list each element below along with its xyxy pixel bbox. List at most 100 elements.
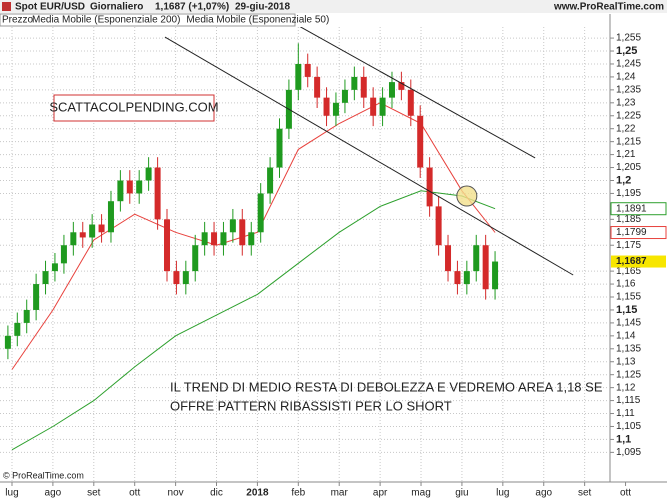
y-tick-label: 1,145 (616, 318, 641, 329)
candle-body (4, 335, 11, 349)
candle-body (388, 82, 395, 98)
candle-body (89, 224, 96, 238)
candle-body (145, 167, 152, 181)
x-tick-label: lug (5, 488, 18, 499)
x-tick-label: mag (411, 488, 430, 499)
period: Giornaliero (90, 2, 143, 13)
x-tick-label: lug (496, 488, 509, 499)
candle-body (492, 261, 499, 290)
watermark: SCATTACOLPENDING.COM (49, 99, 218, 114)
candle-body (398, 82, 405, 90)
candle-body (70, 232, 77, 246)
y-tick-label: 1,14 (616, 330, 636, 341)
last-value-label: 1,1799 (616, 227, 647, 238)
y-tick-label: 1,225 (616, 110, 641, 121)
candle-body (164, 219, 171, 272)
candle-body (192, 245, 199, 272)
candle-body (201, 232, 208, 246)
y-tick-label: 1,235 (616, 85, 641, 96)
candle-body (417, 115, 424, 168)
x-tick-label: dic (210, 488, 223, 499)
candle-body (79, 232, 86, 238)
candle-body (341, 89, 348, 103)
y-tick-label: 1,165 (616, 266, 641, 277)
candle-body (60, 245, 67, 264)
candle-body (482, 245, 489, 290)
y-tick-label: 1,105 (616, 421, 641, 432)
trendline (299, 27, 536, 159)
last-price-box (611, 255, 666, 268)
legend-entry: Media Mobile (Esponenziale 200) (32, 15, 180, 26)
site: www.ProRealTime.com (553, 2, 664, 13)
candle-body (107, 201, 114, 233)
candle-body (379, 97, 386, 116)
candle-body (42, 271, 49, 285)
candle-body (454, 271, 461, 285)
watermark-box (53, 94, 215, 122)
candle-body (257, 193, 264, 233)
candle-body (248, 232, 255, 246)
instrument: Spot EUR/USD (15, 2, 85, 13)
candle-body (445, 245, 452, 272)
x-tick-label: apr (373, 488, 388, 499)
candle-body (370, 97, 377, 116)
date: 29-giu-2018 (235, 2, 290, 13)
y-tick-label: 1,1 (616, 433, 631, 445)
y-tick-label: 1,22 (616, 123, 636, 134)
last-price-label: 1,1687 (616, 256, 647, 267)
y-tick-label: 1,13 (616, 356, 636, 367)
legend-entry: Media Mobile (Esponenziale 50) (186, 15, 329, 26)
candle-body (117, 180, 124, 202)
x-tick-label: ago (535, 488, 552, 499)
candle-body (239, 219, 246, 246)
moving-average (11, 190, 496, 451)
y-tick-label: 1,2 (616, 174, 631, 186)
candle-body (23, 309, 30, 323)
y-tick-label: 1,15 (616, 304, 637, 316)
candle-body (173, 271, 180, 285)
highlight-circle (456, 185, 478, 207)
candle-body (351, 76, 358, 90)
candle-body (229, 219, 236, 233)
x-tick-label: ott (129, 488, 140, 499)
y-tick-label: 1,215 (616, 136, 641, 147)
x-tick-label: giu (455, 488, 468, 499)
y-tick-label: 1,205 (616, 162, 641, 173)
last-value-label: 1,1891 (616, 203, 647, 214)
candle-body (211, 232, 218, 246)
candle-body (98, 224, 105, 233)
candle-body (473, 245, 480, 272)
y-tick-label: 1,16 (616, 279, 636, 290)
candle-body (332, 102, 339, 116)
annotation-line: OFFRE PATTERN RIBASSISTI PER LO SHORT (170, 398, 452, 413)
x-tick-label: 2018 (246, 488, 269, 499)
footer: © ProRealTime.com (3, 470, 84, 480)
y-tick-label: 1,24 (616, 72, 636, 83)
y-tick-label: 1,195 (616, 188, 641, 199)
x-tick-label: ago (45, 488, 62, 499)
candle-body (426, 167, 433, 207)
x-tick-label: ott (620, 488, 631, 499)
y-tick-label: 1,095 (616, 447, 641, 458)
candle-body (154, 167, 161, 220)
x-tick-label: set (87, 488, 101, 499)
candle-body (33, 284, 40, 310)
x-tick-label: nov (168, 488, 184, 499)
y-tick-label: 1,245 (616, 59, 641, 70)
candle-body (182, 271, 189, 285)
annotation-line: IL TREND DI MEDIO RESTA DI DEBOLEZZA E V… (170, 379, 603, 394)
trendline (164, 36, 574, 276)
y-tick-label: 1,12 (616, 382, 636, 393)
y-tick-label: 1,125 (616, 369, 641, 380)
y-tick-label: 1,23 (616, 97, 636, 108)
y-tick-label: 1,11 (616, 408, 635, 419)
candle-body (136, 180, 143, 194)
candle-body (435, 206, 442, 246)
candle-body (51, 263, 58, 272)
candle-body (14, 322, 21, 336)
legend-bar (0, 13, 296, 27)
y-tick-label: 1,175 (616, 240, 641, 251)
candle-body (295, 63, 302, 90)
y-tick-label: 1,21 (616, 149, 636, 160)
